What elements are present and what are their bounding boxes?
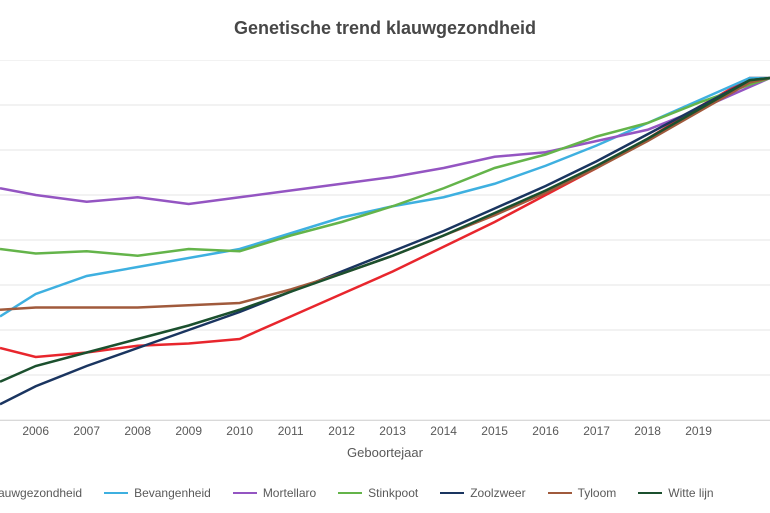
legend-label: Bevangenheid bbox=[134, 486, 211, 500]
legend-item: Zoolzweer bbox=[440, 486, 525, 500]
legend-label: auwgezondheid bbox=[0, 486, 82, 500]
legend-swatch bbox=[233, 492, 257, 495]
x-tick-labels: 2006 2007 2008 2009 2010 2011 2012 2013 2014 2015… bbox=[0, 424, 770, 444]
x-tick: 2016 bbox=[532, 424, 559, 438]
legend-item: Tyloom bbox=[548, 486, 617, 500]
legend-label: Stinkpoot bbox=[368, 486, 418, 500]
legend-swatch bbox=[548, 492, 572, 495]
legend-item: Mortellaro bbox=[233, 486, 316, 500]
legend-label: Mortellaro bbox=[263, 486, 316, 500]
legend-label: Zoolzweer bbox=[470, 486, 525, 500]
legend-item: Witte lijn bbox=[638, 486, 713, 500]
series-bevangenheid bbox=[0, 78, 770, 317]
legend-item: Bevangenheid bbox=[104, 486, 211, 500]
x-tick: 2010 bbox=[226, 424, 253, 438]
x-tick: 2017 bbox=[583, 424, 610, 438]
line-chart: Genetische trend klauwgezondheid 2006200… bbox=[0, 0, 770, 513]
legend-swatch bbox=[440, 492, 464, 495]
x-tick: 2006 bbox=[22, 424, 49, 438]
x-tick: 2011 bbox=[278, 424, 304, 438]
legend-item: Stinkpoot bbox=[338, 486, 418, 500]
legend-label: Witte lijn bbox=[668, 486, 713, 500]
series-witte-lijn bbox=[0, 78, 770, 382]
chart-title: Genetische trend klauwgezondheid bbox=[0, 18, 770, 39]
x-tick: 2019 bbox=[685, 424, 712, 438]
plot-area bbox=[0, 60, 770, 421]
x-tick: 2013 bbox=[379, 424, 406, 438]
x-tick: 2015 bbox=[481, 424, 508, 438]
series-group bbox=[0, 78, 770, 404]
legend-label: Tyloom bbox=[578, 486, 617, 500]
series-mortellaro bbox=[0, 78, 770, 204]
gridlines bbox=[0, 60, 770, 420]
legend: auwgezondheid Bevangenheid Mortellaro Stink… bbox=[0, 478, 770, 508]
legend-swatch bbox=[338, 492, 362, 495]
legend-swatch bbox=[638, 492, 662, 495]
x-axis-title: Geboortejaar bbox=[0, 445, 770, 460]
legend-swatch bbox=[104, 492, 128, 495]
x-tick: 2014 bbox=[430, 424, 457, 438]
legend-item: auwgezondheid bbox=[0, 486, 82, 500]
x-tick: 2018 bbox=[634, 424, 661, 438]
x-tick: 2007 bbox=[73, 424, 100, 438]
x-tick: 2012 bbox=[328, 424, 355, 438]
x-tick: 2009 bbox=[175, 424, 202, 438]
x-tick: 2008 bbox=[124, 424, 151, 438]
